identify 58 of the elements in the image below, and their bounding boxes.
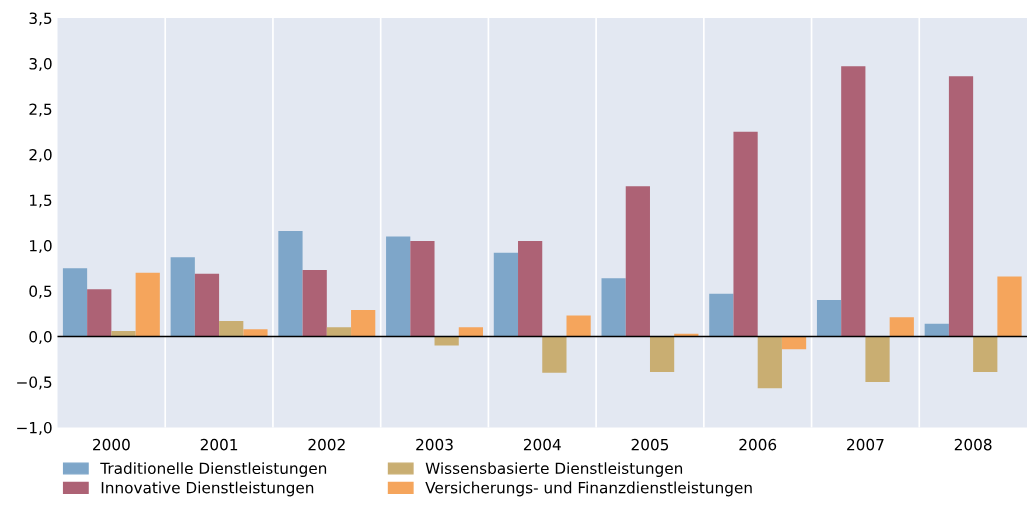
bar bbox=[625, 186, 650, 337]
bar bbox=[542, 336, 567, 373]
bar bbox=[170, 257, 195, 337]
legend-label: Traditionelle Dienstleistungen bbox=[100, 462, 327, 478]
bar bbox=[410, 240, 435, 337]
bar bbox=[973, 336, 998, 372]
x-tick-label: 2000 bbox=[93, 438, 130, 451]
x-tick-label: 2001 bbox=[200, 438, 238, 451]
bar bbox=[493, 252, 519, 337]
x-tick-label: 2004 bbox=[523, 438, 561, 451]
bar bbox=[997, 276, 1022, 337]
bar bbox=[889, 317, 914, 337]
y-tick-label: 0,0 bbox=[29, 330, 52, 345]
bar bbox=[219, 321, 244, 337]
bar bbox=[781, 336, 807, 350]
bar bbox=[243, 329, 268, 337]
bar bbox=[816, 300, 842, 337]
bar bbox=[135, 272, 160, 337]
x-tick-label: 2003 bbox=[416, 438, 453, 451]
bar bbox=[709, 293, 734, 337]
y-tick-label: 0,5 bbox=[29, 285, 52, 299]
bar bbox=[841, 66, 866, 337]
bar bbox=[351, 310, 376, 337]
bar bbox=[194, 273, 220, 337]
y-tick-label: 1,5 bbox=[30, 194, 52, 208]
bar bbox=[733, 131, 758, 337]
bar bbox=[458, 327, 484, 337]
y-tick-label: 2,0 bbox=[29, 148, 52, 163]
bar bbox=[62, 268, 88, 337]
bar bbox=[326, 327, 352, 337]
bar bbox=[924, 323, 949, 337]
x-tick-label: 2008 bbox=[954, 438, 992, 451]
bar bbox=[865, 336, 890, 382]
bar bbox=[566, 315, 591, 337]
legend-label: Wissensbasierte Dienstleistungen bbox=[425, 462, 683, 478]
bar bbox=[518, 240, 543, 337]
x-tick-label: 2005 bbox=[631, 438, 669, 451]
bar bbox=[111, 331, 136, 337]
y-tick-label: 2,5 bbox=[29, 103, 52, 117]
bar bbox=[757, 336, 782, 389]
x-tick-label: 2002 bbox=[308, 438, 345, 451]
legend-label: Innovative Dienstleistungen bbox=[101, 481, 314, 497]
x-tick-label: 2006 bbox=[739, 438, 777, 451]
y-tick-label: 1,0 bbox=[30, 239, 52, 254]
y-tick-label: 3,5 bbox=[29, 12, 52, 26]
x-tick-label: 2007 bbox=[847, 438, 884, 451]
bar bbox=[87, 289, 112, 337]
bar bbox=[278, 230, 303, 337]
bar bbox=[434, 336, 459, 346]
y-tick-label: 3,0 bbox=[29, 57, 52, 72]
bar bbox=[649, 336, 675, 372]
y-tick-label: −1,0 bbox=[17, 421, 52, 436]
bar bbox=[302, 270, 327, 337]
bar bbox=[386, 236, 411, 337]
y-tick-label: −0,5 bbox=[17, 376, 52, 390]
bar bbox=[948, 76, 974, 337]
bar bbox=[601, 278, 626, 337]
legend-label: Versicherungs- und Finanzdienstleistungen bbox=[425, 481, 752, 497]
